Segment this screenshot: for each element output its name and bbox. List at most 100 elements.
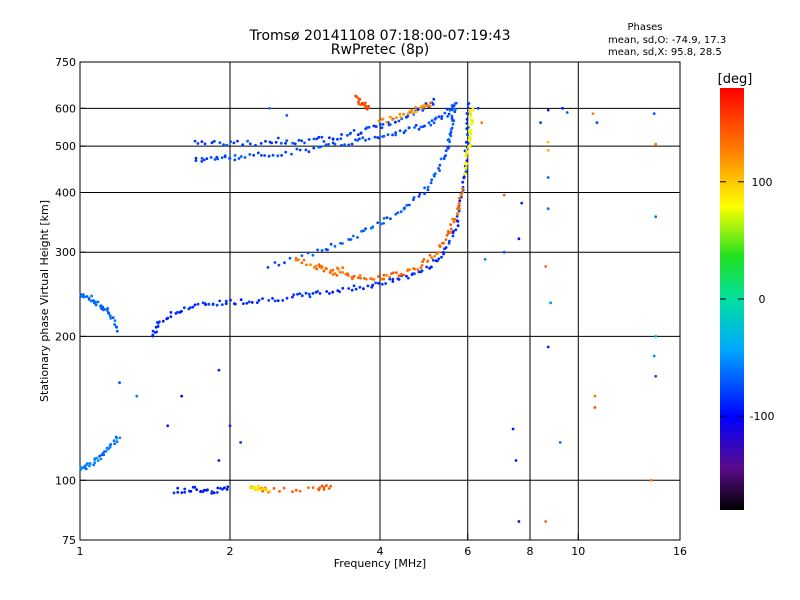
y-tick-label: 100 — [55, 474, 76, 487]
data-point-o — [79, 468, 82, 472]
data-point-o — [445, 107, 449, 111]
data-point-o — [388, 123, 392, 126]
data-point-o — [465, 118, 469, 121]
data-point-x — [382, 277, 386, 281]
data-point-o — [315, 137, 319, 141]
data-point-o — [290, 152, 293, 156]
colorbar-label: [deg] — [718, 72, 753, 87]
data-point-o — [350, 288, 354, 292]
data-point-o — [343, 143, 346, 147]
data-point-o — [109, 316, 113, 320]
data-point-o — [316, 290, 319, 293]
data-point-o — [291, 141, 295, 145]
data-point-o — [373, 135, 377, 139]
data-point-o — [210, 492, 214, 495]
data-point-o — [248, 153, 252, 156]
data-point-o — [325, 290, 329, 293]
data-point-x — [414, 110, 418, 114]
data-point-o — [193, 485, 197, 489]
data-point-o — [328, 292, 331, 295]
data-point-o — [84, 467, 88, 471]
data-point-o — [300, 254, 304, 257]
data-point-o — [419, 125, 423, 129]
data-point-o — [454, 228, 458, 232]
data-point-o — [220, 303, 224, 306]
data-point-o — [379, 222, 383, 226]
data-point-x — [464, 166, 468, 170]
y-tick-label: 75 — [62, 534, 76, 547]
colorbar-tick-label: 100 — [752, 176, 773, 189]
data-point-o — [94, 303, 98, 307]
data-point-scattered — [180, 394, 184, 398]
data-point-o — [465, 122, 469, 125]
data-point-x — [372, 278, 376, 281]
data-point-o — [406, 114, 410, 118]
data-point-o — [292, 293, 296, 297]
data-point-scattered — [549, 301, 552, 305]
y-axis-label: Stationary phase Virtual Height [km] — [38, 200, 51, 402]
data-point-o — [413, 126, 416, 129]
data-point-o — [329, 242, 333, 246]
data-point-x — [315, 267, 319, 271]
data-point-o — [212, 491, 216, 495]
data-point-o — [246, 139, 250, 143]
data-point-o — [450, 114, 454, 118]
data-point-x — [365, 107, 369, 111]
data-point-o — [378, 123, 382, 126]
data-point-o — [319, 145, 323, 149]
data-point-x — [422, 258, 426, 261]
data-point-o — [264, 139, 267, 143]
data-point-o — [90, 294, 93, 298]
data-point-scattered — [217, 368, 221, 372]
data-point-x — [291, 490, 294, 494]
data-point-o — [298, 148, 302, 152]
colorbar-tick-label: 0 — [759, 293, 766, 306]
data-point-o — [448, 239, 451, 243]
data-point-x — [309, 263, 312, 266]
data-point-scattered — [654, 335, 658, 338]
data-point-o — [377, 281, 380, 285]
data-point-o — [273, 261, 277, 264]
data-point-o — [439, 157, 443, 161]
data-point-x — [302, 258, 306, 262]
data-point-o — [455, 219, 459, 223]
data-point-x — [463, 171, 467, 175]
data-point-o — [228, 157, 232, 160]
data-point-o — [447, 241, 451, 245]
data-point-o — [288, 256, 292, 260]
data-point-o — [388, 277, 392, 281]
data-point-o — [354, 287, 358, 291]
data-point-o — [317, 135, 321, 139]
data-point-o — [382, 221, 385, 225]
data-point-x — [322, 485, 326, 489]
data-point-o — [271, 153, 275, 157]
data-point-o — [200, 140, 204, 144]
data-point-o — [382, 217, 386, 220]
data-point-x — [428, 104, 432, 108]
data-point-o — [433, 172, 437, 176]
data-point-x — [413, 267, 417, 271]
data-point-o — [108, 314, 112, 318]
data-point-o — [161, 319, 165, 323]
data-point-x — [449, 230, 453, 234]
data-point-x — [469, 143, 472, 147]
data-point-x — [455, 212, 459, 215]
data-point-x — [408, 110, 412, 113]
data-point-o — [384, 282, 387, 285]
data-point-o — [429, 123, 433, 127]
data-point-o — [447, 138, 451, 141]
data-point-o — [155, 330, 159, 334]
data-point-scattered — [544, 265, 548, 268]
data-point-o — [324, 143, 328, 147]
data-point-x — [464, 161, 467, 165]
data-point-o — [267, 299, 271, 302]
data-point-scattered — [514, 459, 518, 462]
data-point-o — [466, 102, 470, 106]
data-point-o — [465, 159, 469, 163]
data-point-o — [453, 110, 457, 114]
data-point-o — [381, 122, 385, 126]
x-tick-label: 1 — [77, 545, 84, 558]
data-point-o — [451, 105, 455, 108]
data-point-o — [413, 272, 416, 276]
data-point-o — [267, 154, 271, 158]
